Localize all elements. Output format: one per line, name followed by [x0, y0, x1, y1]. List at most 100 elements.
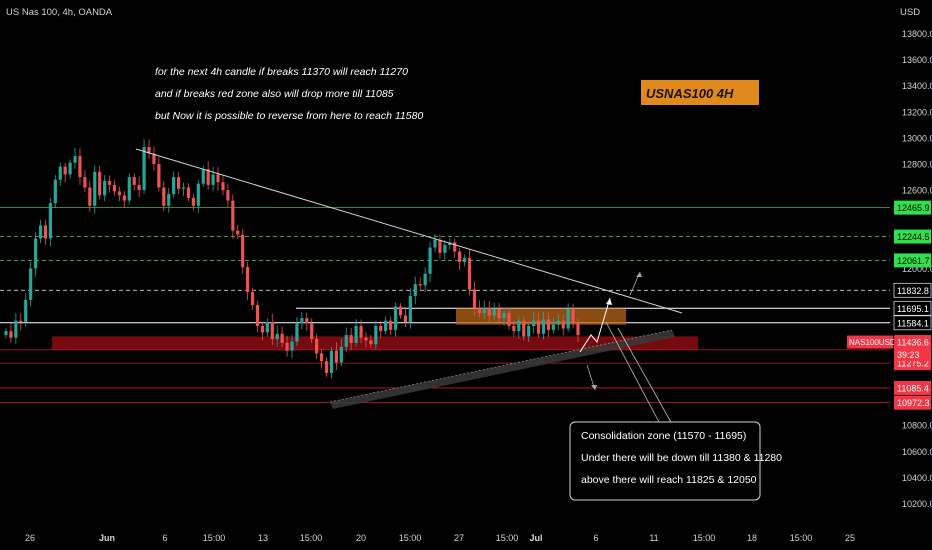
candle-body	[221, 182, 225, 191]
ascending-channel-band[interactable]	[330, 330, 675, 409]
x-tick-label: Jun	[99, 533, 115, 543]
candle-body	[502, 312, 506, 319]
candle-body	[103, 180, 107, 196]
arrow-up-icon	[636, 272, 642, 277]
candle-body	[38, 225, 43, 239]
candle-body	[433, 239, 437, 248]
candle-body	[364, 337, 368, 341]
candle-body	[285, 342, 289, 351]
candle-body	[443, 244, 447, 253]
callout-line-2: Under there will be down till 11380 & 11…	[581, 452, 782, 464]
price-tag-10972.3	[894, 395, 931, 410]
candle-body	[379, 325, 383, 332]
candle-body	[250, 291, 255, 306]
y-tick-label: 10400.0	[902, 473, 932, 483]
candle-body	[487, 307, 491, 316]
price-tag-label: 12061.7	[897, 256, 930, 266]
countdown-label: 39:23	[897, 350, 920, 360]
candle-body	[467, 258, 472, 290]
candle-body	[517, 320, 521, 332]
candle-body	[566, 308, 570, 329]
descending-trendline[interactable]	[135, 148, 683, 314]
candle-body	[246, 267, 250, 292]
candle-body	[532, 320, 536, 326]
candle-body	[196, 183, 200, 206]
y-tick-label: 12000.0	[902, 264, 932, 274]
candle-body	[29, 268, 33, 300]
x-tick-label: 26	[25, 533, 35, 543]
x-tick-label: 18	[747, 533, 757, 543]
price-tag-12465.9	[894, 200, 931, 215]
y-tick-label: 10200.0	[902, 499, 932, 509]
candle-body	[255, 305, 260, 326]
candle-body	[122, 195, 126, 201]
current-price-label: 11436.6	[897, 338, 929, 348]
y-tick-label: 13800.0	[902, 29, 932, 39]
time-axis[interactable]: 26 Jun 6 15:00 13 15:00 20 15:00 27 15:00 Jul 6 11 15…	[25, 533, 855, 543]
candle-body	[354, 325, 358, 343]
candle-body	[63, 166, 67, 175]
symbol-tag	[847, 335, 893, 349]
candle-body	[462, 258, 467, 262]
currency-label: USD	[900, 7, 920, 18]
consolidation-zone-rect[interactable]	[456, 308, 626, 325]
candle-body	[152, 153, 156, 164]
candle-body	[137, 184, 141, 191]
candle-body	[14, 320, 18, 338]
candle-body	[290, 341, 294, 351]
candle-body	[73, 156, 77, 163]
price-tag-label: 11085.4	[897, 383, 929, 393]
projection-path	[579, 297, 611, 353]
price-tag-12061.7	[894, 253, 931, 268]
candle-body	[4, 331, 8, 336]
candle-body	[551, 324, 555, 330]
candle-body	[561, 320, 565, 329]
candle-body	[167, 194, 171, 206]
candle-body	[512, 325, 516, 332]
price-tag-label: 11832.8	[897, 286, 929, 296]
price-tag-11085.4	[894, 380, 931, 395]
candle-body	[231, 200, 235, 231]
x-tick-label: 15:00	[300, 533, 323, 543]
callout-box[interactable]	[569, 421, 761, 501]
candle-body	[369, 340, 373, 345]
x-tick-label: 6	[162, 533, 167, 543]
candle-body	[58, 166, 62, 180]
candle-body	[344, 335, 348, 347]
current-price-tag	[894, 335, 931, 362]
candles	[4, 139, 580, 379]
price-tag-12244.5	[894, 229, 931, 244]
candle-body	[507, 312, 511, 326]
candle-body	[112, 184, 117, 192]
candle-body	[191, 197, 195, 206]
candle-body	[339, 346, 343, 363]
chart-title: US Nas 100, 4h, OANDA	[6, 7, 113, 18]
candle-body	[324, 361, 329, 373]
candle-body	[280, 333, 284, 343]
candle-body	[260, 325, 265, 333]
candle-body	[393, 306, 398, 330]
candle-body	[53, 179, 57, 204]
candle-body	[19, 320, 23, 323]
candle-body	[418, 284, 422, 286]
x-tick-label: 13	[258, 533, 268, 543]
price-axis[interactable]: 10200.0 10400.0 10600.0 10800.0 12000.0 12600…	[902, 29, 932, 509]
candle-body	[522, 320, 526, 337]
candle-body	[541, 319, 546, 334]
candle-body	[403, 315, 408, 323]
y-tick-label: 10800.0	[902, 421, 932, 431]
x-tick-label: 15:00	[693, 533, 716, 543]
candle-body	[270, 322, 274, 340]
candle-body	[310, 323, 314, 340]
candle-body	[472, 289, 477, 308]
candle-body	[300, 318, 304, 324]
candle-body	[398, 306, 403, 316]
candle-body	[265, 322, 269, 333]
candle-body	[78, 156, 82, 178]
candle-body	[181, 187, 186, 189]
candle-body	[546, 319, 551, 330]
candle-body	[438, 239, 442, 253]
candle-body	[211, 174, 215, 185]
y-tick-label: 13000.0	[902, 133, 932, 143]
